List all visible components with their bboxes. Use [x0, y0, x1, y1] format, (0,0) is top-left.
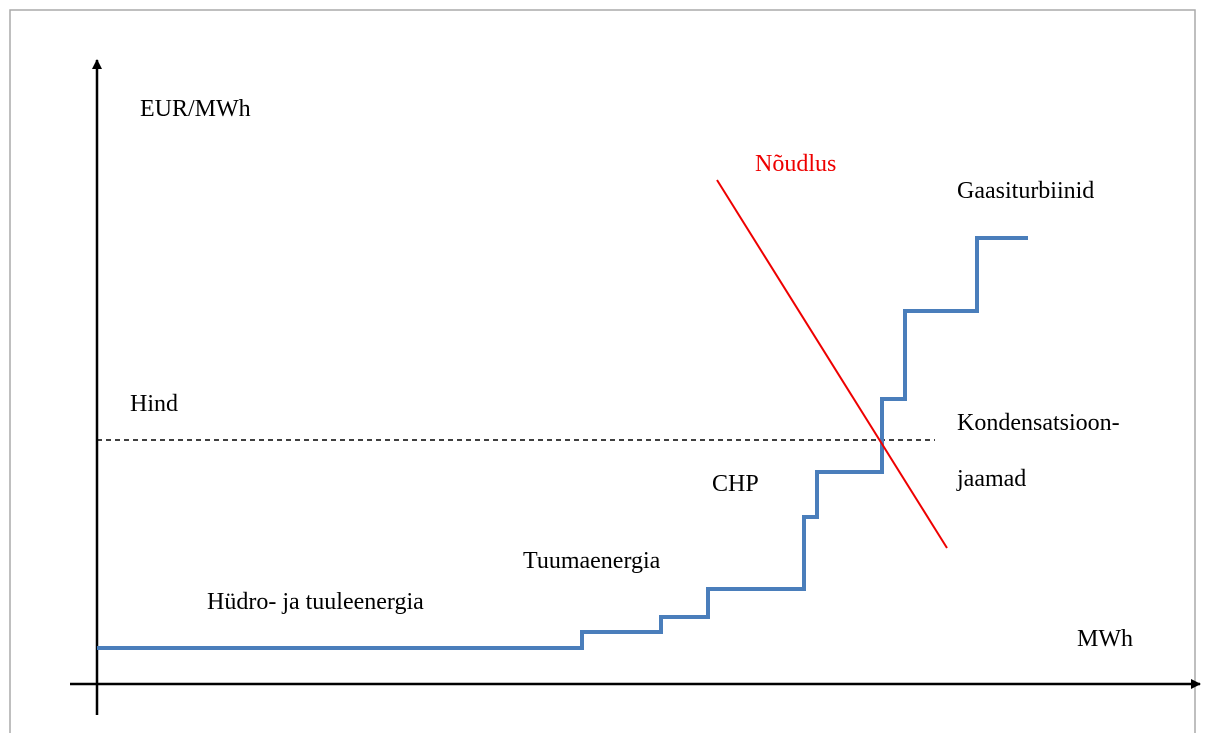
y-axis-label: EUR/MWh: [140, 96, 251, 122]
segment-label: Gaasiturbiinid: [957, 178, 1094, 204]
demand-label: Nõudlus: [755, 151, 836, 177]
demand-line: [716, 179, 948, 549]
price-label: Hind: [130, 391, 178, 417]
segment-label: CHP: [712, 471, 759, 497]
segment-label: Hüdro- ja tuuleenergia: [207, 589, 424, 615]
frame: [9, 9, 1196, 733]
segment-label: Kondensatsioon-: [957, 410, 1120, 436]
supply-curve: [97, 236, 1028, 650]
segment-label: Tuumaenergia: [523, 548, 661, 574]
segment-label: jaamad: [956, 466, 1026, 492]
x-axis-label: MWh: [1077, 626, 1133, 652]
